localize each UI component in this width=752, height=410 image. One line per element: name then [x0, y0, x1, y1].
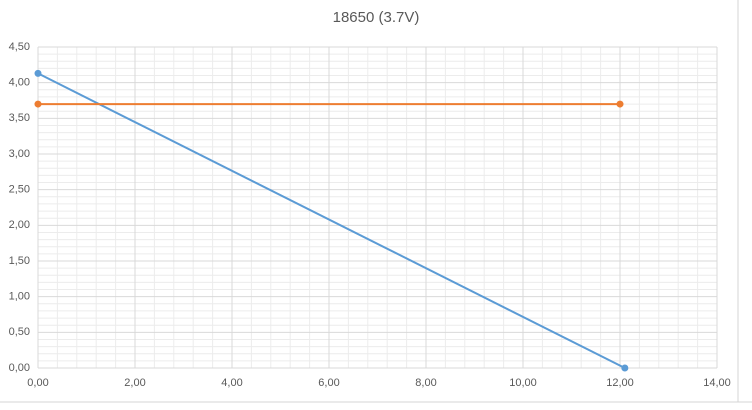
x-tick-label: 0,00 [27, 377, 48, 389]
y-tick-label: 2,00 [9, 219, 30, 231]
series-line [37, 72, 626, 369]
data-point [616, 100, 624, 108]
y-tick-label: 1,00 [9, 291, 30, 303]
y-tick-label: 2,50 [9, 184, 30, 196]
data-point [34, 69, 42, 77]
y-tick-label: 4,00 [9, 77, 30, 89]
x-tick-label: 8,00 [415, 377, 436, 389]
y-tick-label: 3,00 [9, 148, 30, 160]
chart-title: 18650 (3.7V) [333, 9, 420, 26]
x-tick-label: 6,00 [318, 377, 339, 389]
data-point [621, 364, 629, 372]
x-tick-label: 2,00 [124, 377, 145, 389]
x-tick-label: 10,00 [509, 377, 537, 389]
y-tick-label: 1,50 [9, 255, 30, 267]
data-point [34, 100, 42, 108]
x-tick-label: 4,00 [221, 377, 242, 389]
y-tick-label: 0,00 [9, 362, 30, 374]
x-tick-label: 14,00 [703, 377, 731, 389]
x-tick-label: 12,00 [606, 377, 634, 389]
y-tick-label: 4,50 [9, 41, 30, 53]
y-tick-label: 0,50 [9, 326, 30, 338]
y-tick-label: 3,50 [9, 112, 30, 124]
